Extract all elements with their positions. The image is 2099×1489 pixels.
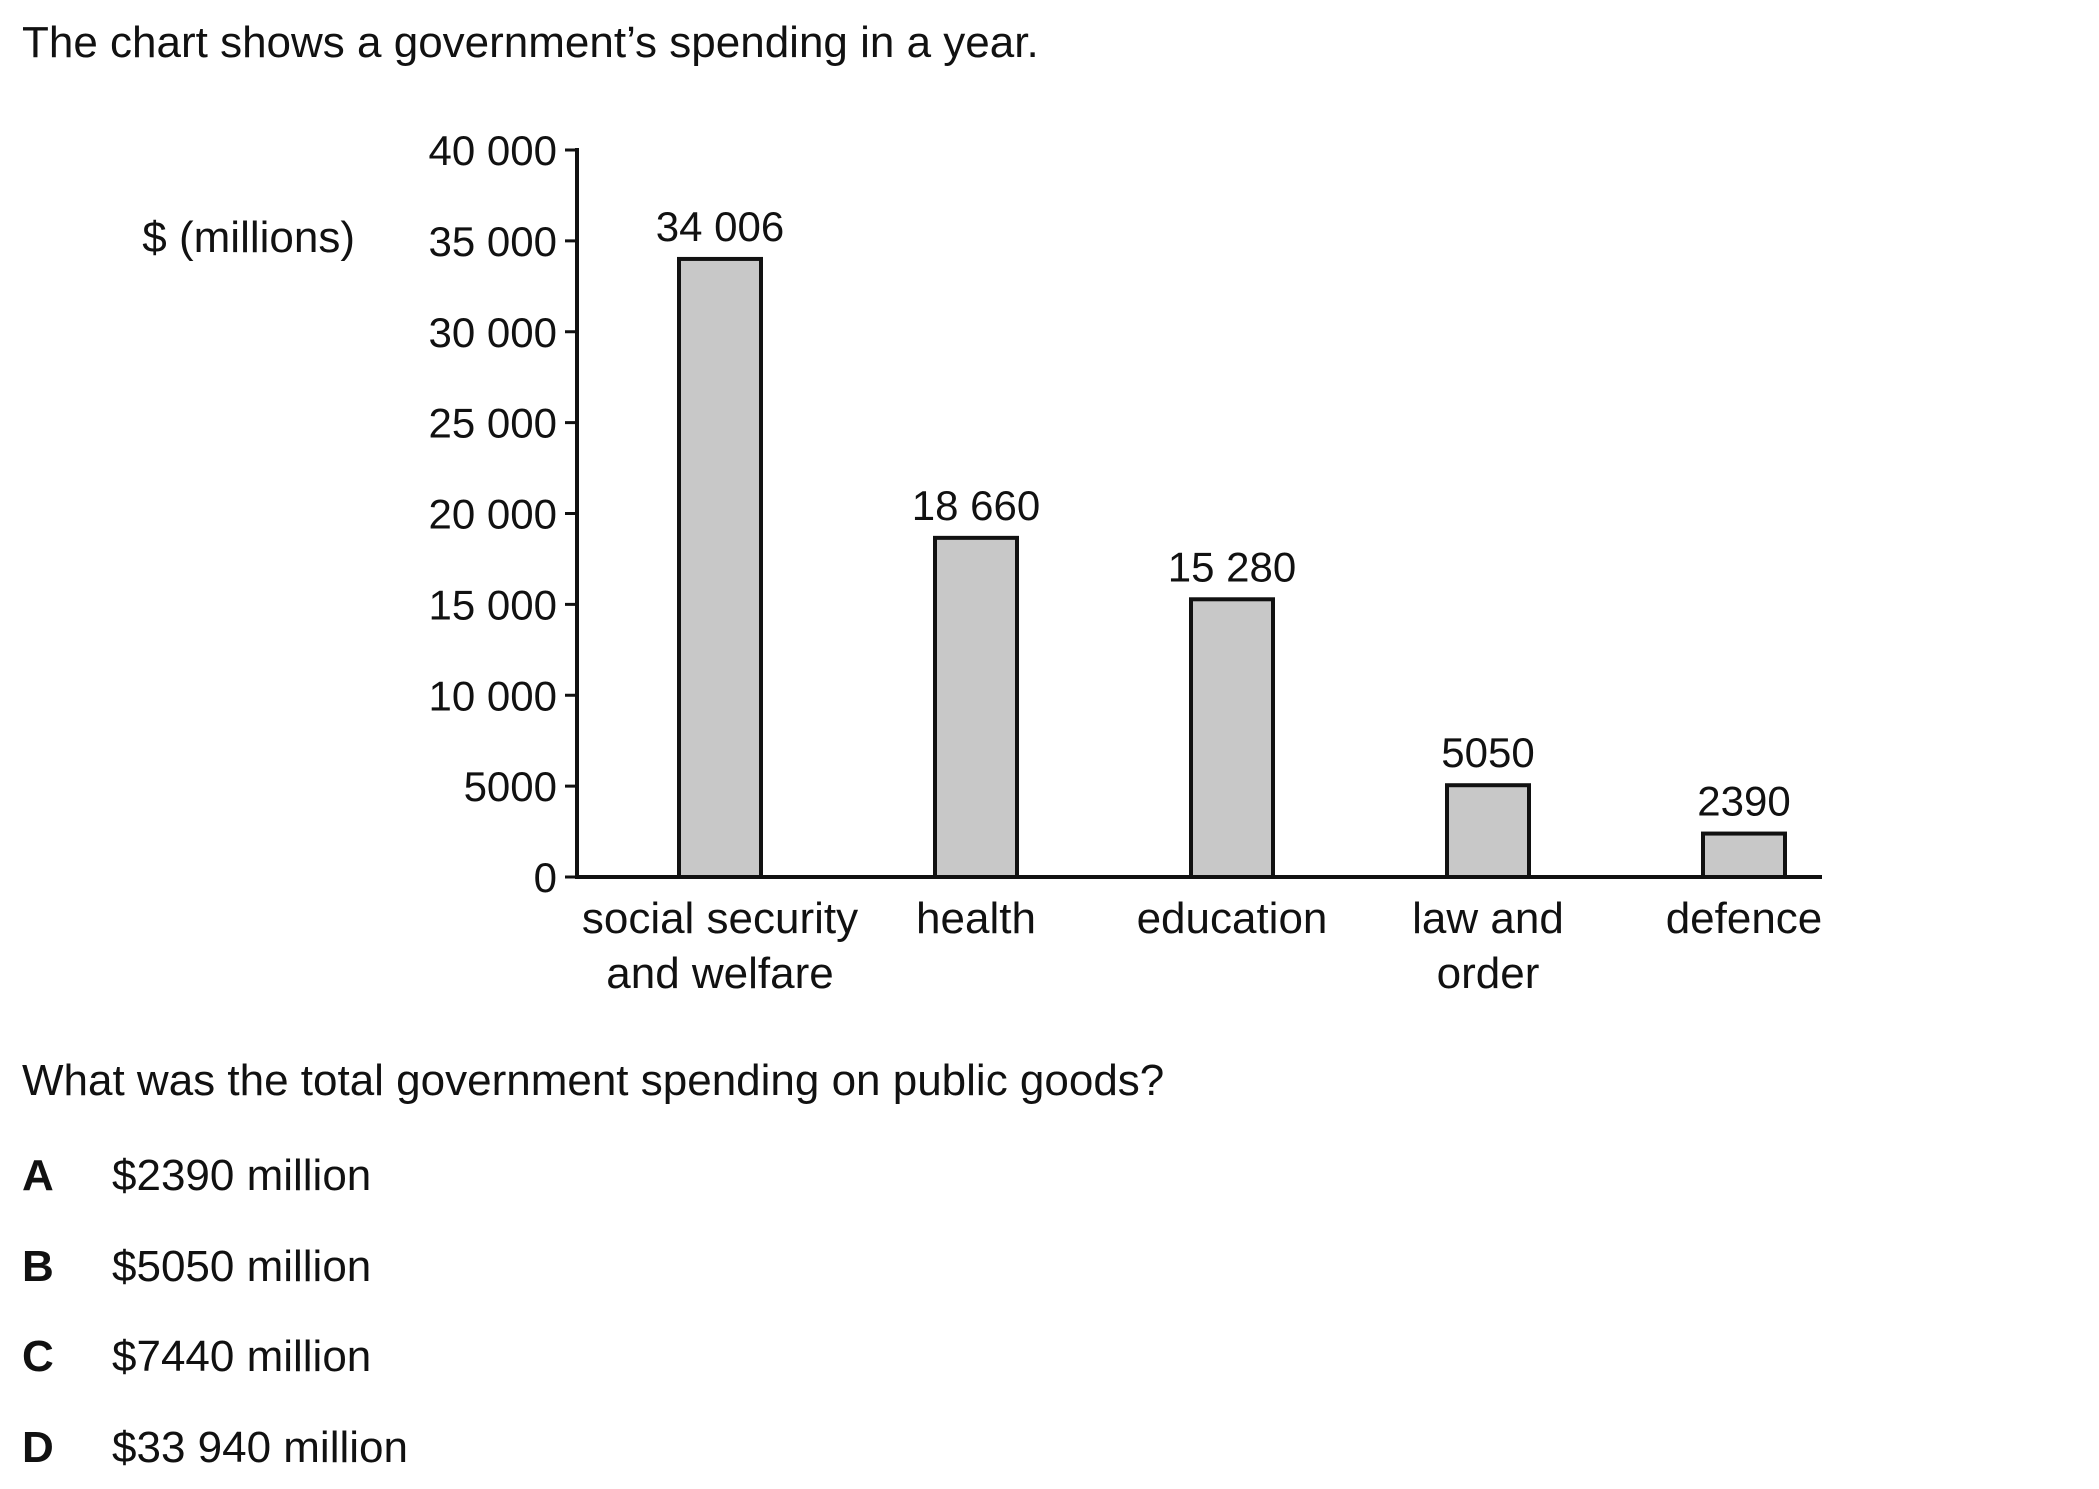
option-letter: D: [22, 1423, 54, 1472]
bar: [1189, 597, 1275, 879]
option-letter: A: [22, 1151, 54, 1200]
x-category-label: defence: [1666, 894, 1823, 943]
x-category-label: and welfare: [606, 949, 833, 998]
option-text: $2390 million: [112, 1151, 372, 1200]
bar-value-label: 15 280: [1168, 543, 1296, 590]
question-text: What was the total government spending o…: [22, 1056, 1165, 1105]
bar-value-label: 34 006: [656, 203, 784, 250]
option-text: $33 940 million: [112, 1423, 408, 1472]
y-tick-label: 10 000: [429, 672, 557, 719]
bar-value-label: 5050: [1441, 729, 1534, 776]
bar-value-label: 2390: [1697, 778, 1790, 825]
option-letter: C: [22, 1332, 54, 1381]
bar-value-label: 18 660: [912, 482, 1040, 529]
y-tick-label: 15 000: [429, 581, 557, 628]
bar-chart: $ (millions) 0 5000 10 000 15 000 20 000 25 00…: [142, 127, 1823, 998]
y-tick-label: 25 000: [429, 400, 557, 447]
y-tick-label: 35 000: [429, 218, 557, 265]
option-text: $7440 million: [112, 1332, 372, 1381]
x-category-label: social security: [582, 894, 858, 943]
x-category-label: health: [916, 894, 1036, 943]
bar: [933, 535, 1019, 879]
option-letter: B: [22, 1242, 54, 1291]
y-tick-label: 30 000: [429, 309, 557, 356]
x-category-label: order: [1437, 949, 1540, 998]
y-tick-label: 5000: [464, 763, 557, 810]
y-tick-label: 20 000: [429, 491, 557, 538]
y-axis-label: $ (millions): [142, 213, 355, 262]
bar: [677, 256, 763, 879]
bar: [1445, 783, 1531, 879]
bar: [1701, 831, 1787, 880]
y-tick-label: 40 000: [429, 127, 557, 174]
x-category-label: education: [1137, 894, 1328, 943]
option-text: $5050 million: [112, 1242, 372, 1291]
x-category-label: law and: [1412, 894, 1564, 943]
y-tick-label: 0: [534, 854, 557, 901]
intro-text: The chart shows a government’s spending …: [22, 18, 1039, 67]
